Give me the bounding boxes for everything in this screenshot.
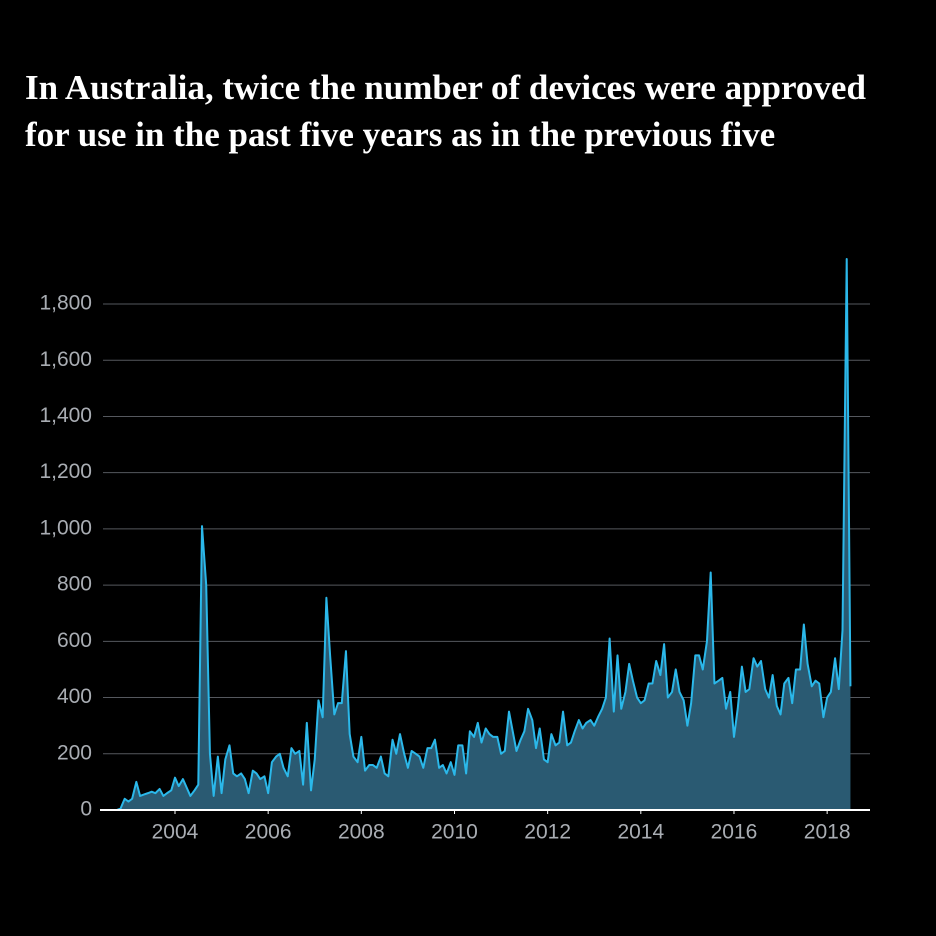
y-tick-label: 800 — [57, 573, 92, 596]
area — [116, 259, 851, 810]
x-tick-label: 2010 — [431, 821, 478, 844]
y-tick-label: 600 — [57, 629, 92, 652]
x-tick-label: 2016 — [711, 821, 758, 844]
y-tick-label: 1,800 — [39, 292, 92, 315]
y-tick-label: 400 — [57, 685, 92, 708]
x-tick-label: 2018 — [804, 821, 851, 844]
x-tick-label: 2012 — [524, 821, 571, 844]
x-tick-label: 2004 — [152, 821, 199, 844]
x-tick-label: 2008 — [338, 821, 385, 844]
y-tick-label: 1,400 — [39, 404, 92, 427]
y-tick-label: 1,600 — [39, 348, 92, 371]
y-tick-label: 1,200 — [39, 460, 92, 483]
line — [116, 258, 852, 811]
y-tick-label: 200 — [57, 741, 92, 764]
x-tick-label: 2014 — [617, 821, 664, 844]
y-tick-label: 0 — [80, 798, 92, 821]
chart-title: In Australia, twice the number of device… — [25, 68, 866, 154]
y-tick-label: 1,000 — [39, 516, 92, 539]
x-tick-label: 2006 — [245, 821, 292, 844]
